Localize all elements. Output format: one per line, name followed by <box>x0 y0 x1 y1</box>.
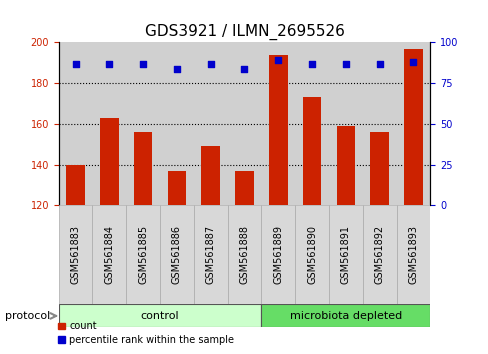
Bar <box>336 126 354 205</box>
Text: GSM561891: GSM561891 <box>340 225 350 284</box>
Bar <box>201 146 220 205</box>
FancyBboxPatch shape <box>328 205 362 304</box>
Point <box>206 61 214 67</box>
FancyBboxPatch shape <box>362 205 396 304</box>
Text: protocol: protocol <box>5 311 50 321</box>
Bar <box>268 55 287 205</box>
Text: GSM561887: GSM561887 <box>205 225 215 285</box>
Point <box>139 61 147 67</box>
Bar <box>193 42 227 205</box>
Bar <box>302 97 321 205</box>
Text: GSM561888: GSM561888 <box>239 225 249 284</box>
Text: microbiota depleted: microbiota depleted <box>289 311 401 321</box>
Point <box>173 66 181 72</box>
FancyBboxPatch shape <box>227 205 261 304</box>
Text: GSM561885: GSM561885 <box>138 225 148 285</box>
Bar <box>396 42 429 205</box>
Point <box>72 61 80 67</box>
FancyBboxPatch shape <box>160 205 193 304</box>
Bar <box>328 42 362 205</box>
Text: GSM561883: GSM561883 <box>70 225 81 284</box>
FancyBboxPatch shape <box>59 304 261 327</box>
Bar <box>66 165 85 205</box>
Point <box>375 61 383 67</box>
Legend: count, percentile rank within the sample: count, percentile rank within the sample <box>54 318 238 349</box>
Bar <box>261 42 295 205</box>
Text: GSM561889: GSM561889 <box>273 225 283 284</box>
FancyBboxPatch shape <box>126 205 160 304</box>
Text: GSM561886: GSM561886 <box>172 225 182 284</box>
Text: GSM561892: GSM561892 <box>374 225 384 285</box>
Bar <box>160 42 193 205</box>
FancyBboxPatch shape <box>295 205 328 304</box>
Bar <box>92 42 126 205</box>
FancyBboxPatch shape <box>193 205 227 304</box>
Title: GDS3921 / ILMN_2695526: GDS3921 / ILMN_2695526 <box>144 23 344 40</box>
Bar <box>295 42 328 205</box>
Text: GSM561890: GSM561890 <box>306 225 316 284</box>
Bar <box>59 42 92 205</box>
FancyBboxPatch shape <box>59 205 92 304</box>
Point <box>341 61 349 67</box>
Bar <box>134 132 152 205</box>
Bar <box>167 171 186 205</box>
Bar <box>403 48 422 205</box>
Text: GSM561893: GSM561893 <box>407 225 418 284</box>
Bar <box>100 118 119 205</box>
Point <box>274 58 282 63</box>
Bar <box>362 42 396 205</box>
Point <box>240 66 248 72</box>
Text: control: control <box>141 311 179 321</box>
FancyBboxPatch shape <box>261 205 295 304</box>
Bar <box>235 171 253 205</box>
FancyBboxPatch shape <box>396 205 429 304</box>
FancyBboxPatch shape <box>92 205 126 304</box>
FancyBboxPatch shape <box>261 304 429 327</box>
Point <box>408 59 416 65</box>
Bar <box>369 132 388 205</box>
Point <box>105 61 113 67</box>
Bar <box>126 42 160 205</box>
Bar <box>227 42 261 205</box>
Text: GSM561884: GSM561884 <box>104 225 114 284</box>
Point <box>307 61 315 67</box>
